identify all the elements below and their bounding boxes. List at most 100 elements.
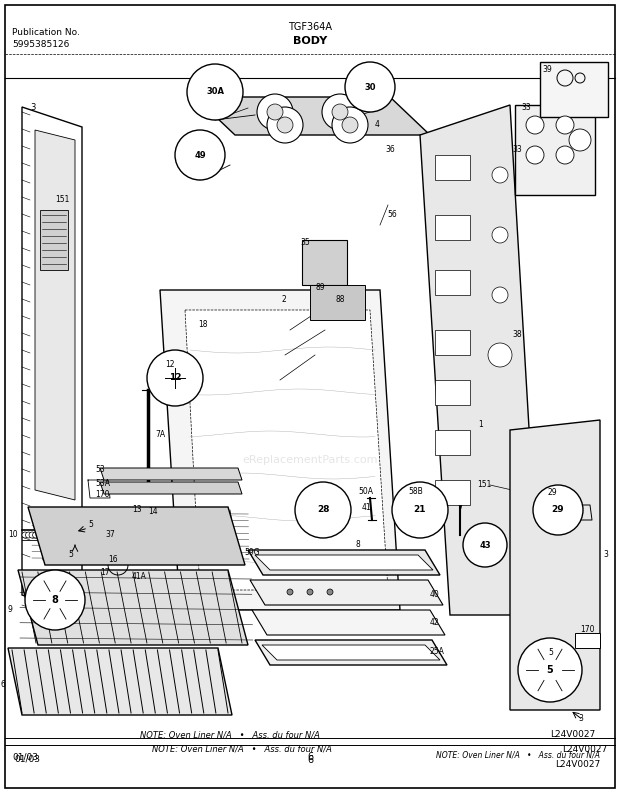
Bar bbox=[435, 215, 470, 240]
Circle shape bbox=[392, 482, 448, 538]
Text: 5: 5 bbox=[547, 665, 554, 675]
Text: 6: 6 bbox=[307, 752, 313, 762]
Circle shape bbox=[43, 532, 49, 538]
Text: 37: 37 bbox=[105, 530, 115, 539]
Text: L24V0027: L24V0027 bbox=[555, 760, 600, 769]
Text: 14: 14 bbox=[148, 507, 157, 516]
Text: NOTE: Oven Liner N/A   •   Ass. du four N/A: NOTE: Oven Liner N/A • Ass. du four N/A bbox=[140, 730, 320, 739]
Text: 56: 56 bbox=[387, 210, 397, 219]
Text: 7A: 7A bbox=[155, 430, 165, 439]
Circle shape bbox=[267, 107, 303, 143]
Circle shape bbox=[307, 589, 313, 595]
Text: TGF364A: TGF364A bbox=[288, 22, 332, 32]
Text: 18: 18 bbox=[198, 320, 208, 329]
Circle shape bbox=[46, 532, 53, 538]
Circle shape bbox=[57, 532, 63, 538]
Bar bbox=[435, 480, 470, 505]
Bar bbox=[540, 62, 608, 117]
Text: 5995385126: 5995385126 bbox=[12, 40, 69, 49]
Polygon shape bbox=[160, 290, 400, 610]
Circle shape bbox=[569, 129, 591, 151]
Circle shape bbox=[277, 117, 293, 133]
Text: 5: 5 bbox=[88, 520, 93, 529]
Polygon shape bbox=[35, 130, 75, 500]
Text: 29: 29 bbox=[548, 488, 557, 497]
Circle shape bbox=[187, 64, 243, 120]
Text: 35: 35 bbox=[300, 238, 310, 247]
Circle shape bbox=[518, 638, 582, 702]
Circle shape bbox=[54, 532, 60, 538]
Text: 12: 12 bbox=[165, 360, 174, 369]
Text: 8: 8 bbox=[51, 595, 58, 605]
Circle shape bbox=[526, 146, 544, 164]
Polygon shape bbox=[18, 570, 248, 645]
Circle shape bbox=[327, 589, 333, 595]
Polygon shape bbox=[195, 97, 430, 135]
Bar bbox=[302, 240, 347, 285]
Text: 170: 170 bbox=[580, 625, 595, 634]
Text: 8: 8 bbox=[355, 540, 360, 549]
Bar bbox=[575, 633, 600, 648]
Polygon shape bbox=[8, 648, 232, 715]
Circle shape bbox=[22, 532, 28, 538]
Circle shape bbox=[556, 116, 574, 134]
Circle shape bbox=[61, 532, 67, 538]
Text: 151: 151 bbox=[55, 195, 69, 204]
Circle shape bbox=[25, 570, 85, 630]
Circle shape bbox=[488, 343, 512, 367]
Bar bbox=[435, 155, 470, 180]
Text: 13: 13 bbox=[132, 505, 141, 514]
Circle shape bbox=[332, 107, 368, 143]
Circle shape bbox=[463, 523, 507, 567]
Text: 3: 3 bbox=[30, 103, 35, 112]
Circle shape bbox=[492, 227, 508, 243]
Text: 29: 29 bbox=[552, 505, 564, 515]
Bar bbox=[515, 105, 595, 195]
Text: 30A: 30A bbox=[206, 87, 224, 97]
Text: 58B: 58B bbox=[408, 487, 423, 496]
Circle shape bbox=[345, 62, 395, 112]
Text: 50A: 50A bbox=[358, 487, 373, 496]
Text: 43: 43 bbox=[479, 541, 491, 550]
Text: 01/03: 01/03 bbox=[12, 752, 38, 761]
Text: 38: 38 bbox=[512, 330, 521, 339]
Polygon shape bbox=[255, 555, 433, 570]
Circle shape bbox=[25, 532, 32, 538]
Circle shape bbox=[29, 532, 35, 538]
Text: 40: 40 bbox=[430, 590, 440, 599]
Text: NOTE: Oven Liner N/A   •   Ass. du four N/A: NOTE: Oven Liner N/A • Ass. du four N/A bbox=[436, 750, 600, 759]
Bar bbox=[435, 330, 470, 355]
Circle shape bbox=[64, 532, 71, 538]
Text: Publication No.: Publication No. bbox=[12, 28, 80, 37]
Text: 6: 6 bbox=[0, 680, 5, 689]
Circle shape bbox=[40, 532, 46, 538]
Circle shape bbox=[147, 350, 203, 406]
Text: 49: 49 bbox=[194, 151, 206, 159]
Text: 3: 3 bbox=[578, 714, 583, 723]
Text: 41: 41 bbox=[362, 503, 371, 512]
Circle shape bbox=[36, 532, 42, 538]
Text: 25A: 25A bbox=[430, 647, 445, 656]
Text: 28: 28 bbox=[317, 505, 329, 515]
Text: 16: 16 bbox=[108, 555, 118, 564]
Circle shape bbox=[175, 130, 225, 180]
Text: 12: 12 bbox=[169, 374, 181, 382]
Circle shape bbox=[68, 532, 74, 538]
Text: 6: 6 bbox=[307, 755, 313, 765]
Circle shape bbox=[322, 94, 358, 130]
Bar bbox=[435, 380, 470, 405]
Text: 5: 5 bbox=[68, 550, 73, 559]
Text: 88: 88 bbox=[335, 295, 345, 304]
Text: 17: 17 bbox=[100, 568, 110, 577]
Circle shape bbox=[257, 94, 293, 130]
Circle shape bbox=[492, 167, 508, 183]
Circle shape bbox=[267, 104, 283, 120]
Polygon shape bbox=[255, 640, 447, 665]
Text: 4: 4 bbox=[375, 120, 380, 129]
Circle shape bbox=[526, 116, 544, 134]
Text: 89: 89 bbox=[315, 283, 325, 292]
Polygon shape bbox=[28, 507, 245, 565]
Text: 01/03: 01/03 bbox=[14, 755, 40, 764]
Text: 59G: 59G bbox=[244, 548, 260, 557]
Text: 39: 39 bbox=[542, 65, 552, 74]
